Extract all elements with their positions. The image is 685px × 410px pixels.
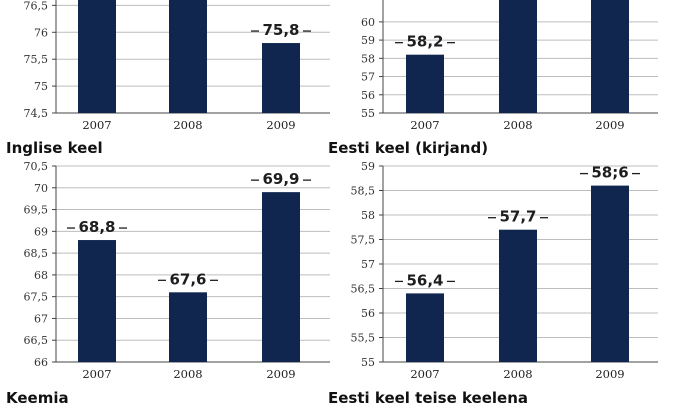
x-category-label: 2008 — [503, 118, 532, 132]
y-tick-label: 55,5 — [351, 332, 376, 345]
y-tick-label: 74,5 — [24, 107, 49, 120]
chart-panel-1: 74,5 75 75,5 76 76,5 2007 2008 75,8 2009 Inglise … — [6, 0, 330, 157]
y-tick-label: 58 — [361, 209, 375, 222]
bar-2009 — [591, 0, 629, 113]
y-tick-label: 56 — [361, 89, 375, 102]
y-tick-label: 57 — [361, 71, 375, 84]
y-tick-label: 69 — [34, 225, 48, 238]
y-tick-label: 57 — [361, 258, 375, 271]
y-tick-label: 55 — [361, 107, 375, 120]
y-tick-label: 70 — [34, 182, 48, 195]
x-category-label: 2007 — [410, 367, 439, 381]
chart-caption: Inglise keel — [6, 139, 103, 157]
x-category-label: 2008 — [173, 118, 202, 132]
bar-2007 — [406, 293, 444, 362]
x-category-label: 2008 — [173, 367, 202, 381]
y-tick-label: 70,5 — [24, 160, 49, 173]
y-tick-label: 58 — [361, 52, 375, 65]
data-label: 58,2 — [406, 33, 443, 51]
bar-2007 — [406, 54, 444, 113]
data-label: 68,8 — [78, 218, 115, 236]
bar-2007 — [78, 240, 116, 362]
y-tick-label: 59 — [361, 160, 375, 173]
chart-caption: Eesti keel (kirjand) — [328, 139, 488, 157]
y-tick-label: 56,5 — [351, 283, 376, 296]
x-category-label: 2007 — [82, 367, 111, 381]
y-tick-label: 58,5 — [351, 185, 376, 198]
y-tick-label: 57,5 — [351, 234, 376, 247]
bar-2008 — [499, 229, 537, 362]
x-category-label: 2008 — [503, 367, 532, 381]
y-tick-label: 69,5 — [24, 204, 49, 217]
data-label: 56,4 — [406, 271, 443, 289]
data-label: 67,6 — [169, 270, 206, 288]
y-tick-label: 76 — [34, 26, 48, 39]
y-tick-label: 60 — [361, 16, 375, 29]
y-tick-label: 59 — [361, 34, 375, 47]
bar-2008 — [499, 0, 537, 113]
bar-2008 — [169, 0, 207, 113]
data-label: 58;6 — [591, 164, 628, 182]
chart-panel-2: 55 56 57 58 59 60 58,2 2007 2008 2009 Eesti keel (… — [328, 0, 658, 157]
data-label: 69,9 — [262, 170, 299, 188]
y-tick-label: 67 — [34, 312, 48, 325]
chart-panel-3: 66 66,5 67 67,5 68 68,5 69 69,5 70 70,5 68,8 2007 67… — [6, 160, 330, 407]
data-label: 57,7 — [499, 208, 536, 226]
x-category-label: 2007 — [82, 118, 111, 132]
bar-2009 — [591, 185, 629, 362]
bar-2009 — [262, 192, 300, 362]
bar-2009 — [262, 43, 300, 113]
data-label: 75,8 — [262, 21, 299, 39]
chart-caption: Keemia — [6, 389, 69, 407]
bar-2007 — [78, 0, 116, 113]
chart-panel-4: 55 55,5 56 56,5 57 57,5 58 58,5 59 56,4 2007 57,7 20… — [328, 160, 658, 407]
x-category-label: 2009 — [266, 118, 295, 132]
y-tick-label: 66,5 — [24, 334, 49, 347]
y-tick-label: 75,5 — [24, 53, 49, 66]
y-tick-label: 76,5 — [24, 0, 49, 12]
bar-2008 — [169, 292, 207, 362]
y-tick-label: 68 — [34, 269, 48, 282]
x-category-label: 2007 — [410, 118, 439, 132]
x-category-label: 2009 — [266, 367, 295, 381]
x-category-label: 2009 — [595, 367, 624, 381]
y-tick-label: 55 — [361, 356, 375, 369]
y-tick-label: 56 — [361, 307, 375, 320]
y-tick-label: 67,5 — [24, 291, 49, 304]
x-category-label: 2009 — [595, 118, 624, 132]
chart-caption: Eesti keel teise keelena — [328, 389, 528, 407]
y-tick-label: 66 — [34, 356, 48, 369]
y-tick-label: 68,5 — [24, 247, 49, 260]
y-tick-label: 75 — [34, 80, 48, 93]
